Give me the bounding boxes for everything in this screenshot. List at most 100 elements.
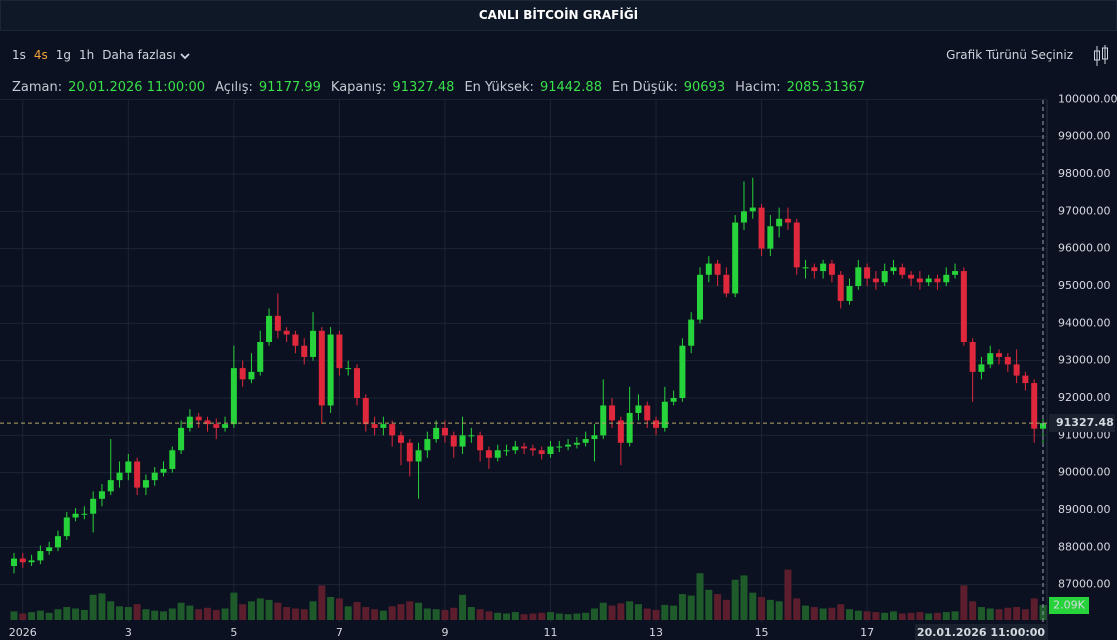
- info-value: 20.01.2026 11:00:00: [68, 80, 206, 95]
- chevron: [180, 52, 190, 59]
- interval-button[interactable]: 1g: [55, 48, 72, 62]
- volume-bar: [124, 607, 132, 620]
- x-tick-label: 13: [649, 626, 663, 639]
- candle-body: [521, 446, 528, 449]
- chart-type-button[interactable]: Grafik Türünü Seçiniz: [946, 48, 1073, 62]
- volume-bar: [168, 608, 176, 620]
- candle-body: [283, 330, 290, 335]
- y-tick-label: 93000.00: [1058, 354, 1111, 367]
- candle-body: [81, 513, 88, 515]
- volume-bar: [494, 612, 502, 620]
- candle-body: [450, 435, 457, 447]
- candle-body: [169, 450, 176, 469]
- candle-body: [996, 353, 1003, 357]
- interval-button[interactable]: 4s: [33, 48, 48, 62]
- volume-bar: [283, 607, 291, 620]
- x-tick-label: 9: [441, 626, 448, 639]
- volume-bar: [450, 607, 458, 620]
- x-tick-label: 17: [860, 626, 874, 639]
- x-tick-label: 11: [543, 626, 557, 639]
- candle-body: [538, 450, 545, 454]
- volume-bar: [837, 604, 845, 620]
- candle-body: [626, 412, 633, 443]
- volume-bar: [643, 608, 651, 620]
- candle-body: [362, 398, 369, 425]
- candle-body: [160, 468, 167, 473]
- volume-bar: [670, 605, 678, 620]
- candle-body: [424, 439, 431, 451]
- info-label: En Yüksek:: [464, 80, 534, 95]
- more-button[interactable]: Daha fazlası: [102, 48, 190, 62]
- y-tick-label: 89000.00: [1058, 503, 1111, 516]
- candle-body: [582, 439, 589, 443]
- candle-body: [186, 416, 193, 428]
- candle-body: [952, 271, 959, 275]
- volume-bar: [467, 607, 475, 620]
- candle-body: [380, 424, 387, 428]
- volume-bar: [863, 611, 871, 620]
- volume-bar: [318, 585, 326, 620]
- volume-bar: [626, 601, 634, 620]
- volume-bar: [520, 614, 528, 620]
- candle-body: [125, 461, 132, 473]
- candle-body: [1004, 356, 1011, 365]
- volume-bar: [995, 609, 1003, 620]
- chart-type-icon[interactable]: [1093, 44, 1109, 68]
- candle-body: [46, 547, 53, 552]
- y-tick-label: 94000.00: [1058, 316, 1111, 329]
- volume-bar: [573, 613, 581, 620]
- volume-bar: [731, 579, 739, 620]
- interval-button[interactable]: 1s: [12, 48, 26, 62]
- volume-bar: [933, 612, 941, 620]
- volume-bar: [133, 604, 141, 620]
- y-tick-label: 88000.00: [1058, 540, 1111, 553]
- y-tick-label: 100000.00: [1058, 92, 1117, 105]
- volume-bar: [239, 604, 247, 620]
- candle-body: [987, 353, 994, 365]
- volume-bar: [881, 612, 889, 620]
- candle-body: [107, 480, 114, 492]
- volume-bar: [441, 609, 449, 620]
- candle-body: [635, 405, 642, 413]
- y-tick-label: 99000.00: [1058, 130, 1111, 143]
- volume-bar: [969, 601, 977, 620]
- volume-bar: [177, 602, 185, 620]
- info-label: Hacim:: [735, 80, 781, 95]
- candle-body: [864, 267, 871, 279]
- volume-bar: [872, 612, 880, 620]
- info-label: Açılış:: [215, 80, 253, 95]
- info-value: 90693: [683, 80, 726, 95]
- volume-bar: [423, 608, 431, 620]
- volume-bar: [722, 599, 730, 620]
- candle-body: [310, 330, 317, 357]
- volume-bar: [634, 604, 642, 620]
- volume-bar: [247, 601, 255, 620]
- y-tick-label: 95000.00: [1058, 279, 1111, 292]
- volume-bar: [230, 592, 238, 620]
- candle-body: [134, 461, 141, 488]
- volume-bar: [854, 610, 862, 620]
- candle-body: [828, 263, 835, 275]
- volume-bar: [212, 609, 220, 620]
- candle-body: [697, 274, 703, 320]
- volume-bar: [775, 601, 783, 620]
- volume-bar: [397, 604, 405, 620]
- title: CANLI BİTCOİN GRAFİĞİ: [478, 8, 639, 22]
- volume-bar: [564, 614, 572, 620]
- volume-bar: [142, 609, 150, 620]
- volume-bar: [696, 573, 704, 620]
- candle-body: [1031, 383, 1038, 429]
- candle-body: [301, 345, 308, 357]
- candle-body: [371, 424, 378, 428]
- time-label-box: [915, 624, 1047, 640]
- info-value: 91327.48: [392, 80, 455, 95]
- candle-body: [239, 368, 246, 380]
- y-tick-label: 90000.00: [1058, 466, 1111, 479]
- volume-bar: [582, 612, 590, 620]
- y-tick-label: 92000.00: [1058, 391, 1111, 404]
- x-tick-label: 5: [230, 626, 237, 639]
- interval-button[interactable]: 1h: [79, 48, 95, 62]
- volume-bar: [678, 594, 686, 620]
- volume-bar: [503, 613, 511, 620]
